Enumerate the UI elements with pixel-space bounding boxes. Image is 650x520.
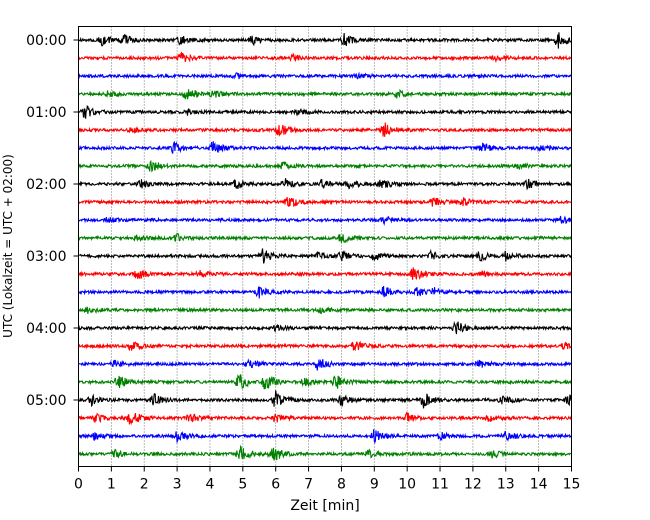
x-tick-label: 10 xyxy=(398,477,416,493)
seismic-trace xyxy=(77,122,573,137)
x-tick-label: 9 xyxy=(370,477,379,493)
seismic-trace xyxy=(77,178,572,191)
y-axis-label: UTC (Lokalzeit = UTC + 02:00) xyxy=(1,154,15,338)
seismic-trace xyxy=(78,140,572,154)
y-tick-label: 00:00 xyxy=(26,33,66,49)
seismic-trace xyxy=(78,32,572,49)
x-tick-label: 12 xyxy=(464,477,482,493)
seismic-trace xyxy=(78,159,572,173)
seismic-trace xyxy=(78,232,572,244)
seismic-trace xyxy=(78,105,572,119)
y-tick-label: 03:00 xyxy=(26,249,66,265)
seismic-trace xyxy=(78,88,572,100)
x-axis-label: Zeit [min] xyxy=(290,498,359,514)
x-tick-label: 7 xyxy=(304,477,313,493)
seismic-trace xyxy=(77,429,572,444)
y-tick-label: 02:00 xyxy=(26,177,66,193)
x-tick-label: 4 xyxy=(206,477,215,493)
x-tick-label: 5 xyxy=(238,477,247,493)
y-tick-label: 05:00 xyxy=(26,393,66,409)
seismic-traces xyxy=(77,32,573,461)
seismic-trace xyxy=(78,248,572,264)
seismic-trace xyxy=(78,390,572,409)
seismic-trace xyxy=(78,340,572,352)
seismic-trace xyxy=(77,444,572,461)
y-tick-label: 04:00 xyxy=(26,321,66,337)
x-axis-ticks: 0 1 2 3 4 5 6 7 8 9 10 11 12 13 14 15 xyxy=(74,466,581,493)
seismic-trace xyxy=(78,215,573,226)
x-tick-label: 0 xyxy=(74,477,83,493)
x-tick-label: 2 xyxy=(140,477,149,493)
x-tick-label: 11 xyxy=(431,477,449,493)
seismic-trace xyxy=(78,358,572,371)
plot-frame xyxy=(78,26,572,467)
x-tick-label: 15 xyxy=(563,477,581,493)
seismic-trace xyxy=(78,306,572,315)
x-tick-label: 3 xyxy=(173,477,182,493)
x-tick-label: 13 xyxy=(497,477,515,493)
x-tick-label: 14 xyxy=(530,477,548,493)
seismic-trace xyxy=(77,71,573,80)
x-tick-label: 1 xyxy=(107,477,116,493)
seismic-trace xyxy=(77,267,573,281)
seismic-trace xyxy=(78,411,572,426)
seismic-trace xyxy=(78,321,572,335)
seismic-trace xyxy=(78,51,572,64)
y-tick-label: 01:00 xyxy=(26,105,66,121)
seismic-trace xyxy=(78,285,572,299)
y-axis-ticks: 00:00 01:00 02:00 03:00 04:00 05:00 xyxy=(26,33,79,409)
x-tick-label: 8 xyxy=(337,477,346,493)
seismic-trace xyxy=(78,196,572,208)
x-tick-label: 6 xyxy=(271,477,280,493)
seismic-trace xyxy=(78,374,572,390)
